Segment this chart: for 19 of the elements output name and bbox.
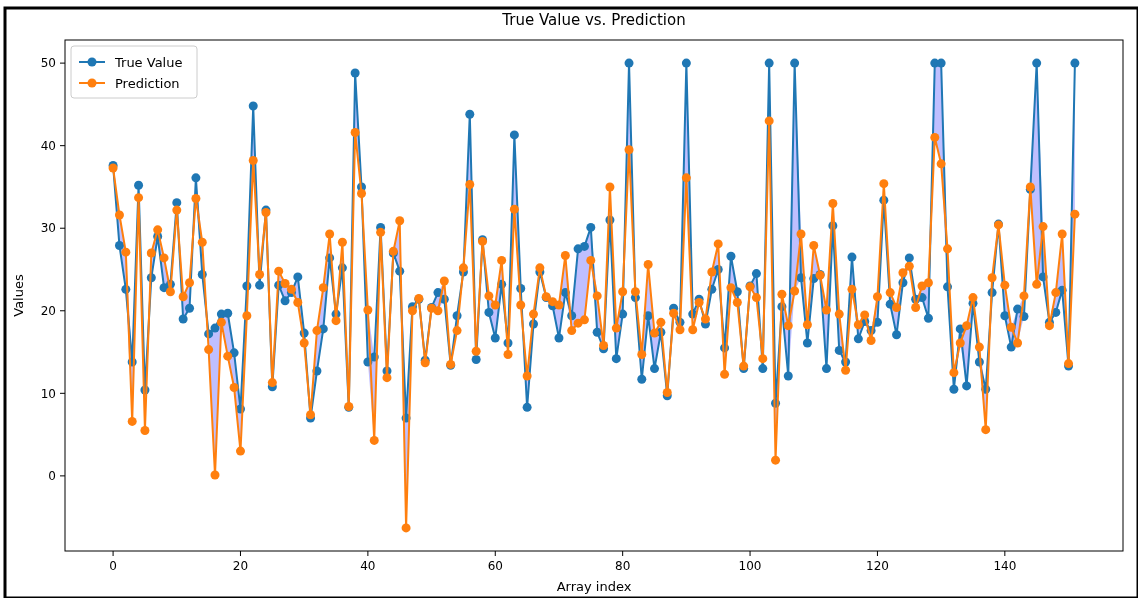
x-tick-label: 140 xyxy=(993,559,1017,573)
y-tick-label: 10 xyxy=(40,386,56,401)
x-axis-title: Array index xyxy=(556,579,632,594)
x-tick-label: 40 xyxy=(360,559,376,573)
y-axis-title: Values xyxy=(11,274,26,317)
y-tick-label: 40 xyxy=(40,138,56,153)
y-tick-label: 50 xyxy=(40,56,56,71)
legend-label: Prediction xyxy=(115,75,180,91)
x-tick-label: 0 xyxy=(109,559,117,573)
y-tick-label: 0 xyxy=(48,469,56,484)
x-tick-label: 80 xyxy=(615,559,631,573)
x-tick-label: 60 xyxy=(487,559,503,573)
y-tick-label: 30 xyxy=(40,221,56,236)
legend-label: True Value xyxy=(114,54,183,70)
x-tick-label: 120 xyxy=(866,559,889,573)
x-tick-label: 100 xyxy=(738,559,762,573)
x-tick-label: 20 xyxy=(232,559,249,573)
y-tick-label: 20 xyxy=(40,303,56,318)
chart-title: True Value vs. Prediction xyxy=(501,11,686,29)
